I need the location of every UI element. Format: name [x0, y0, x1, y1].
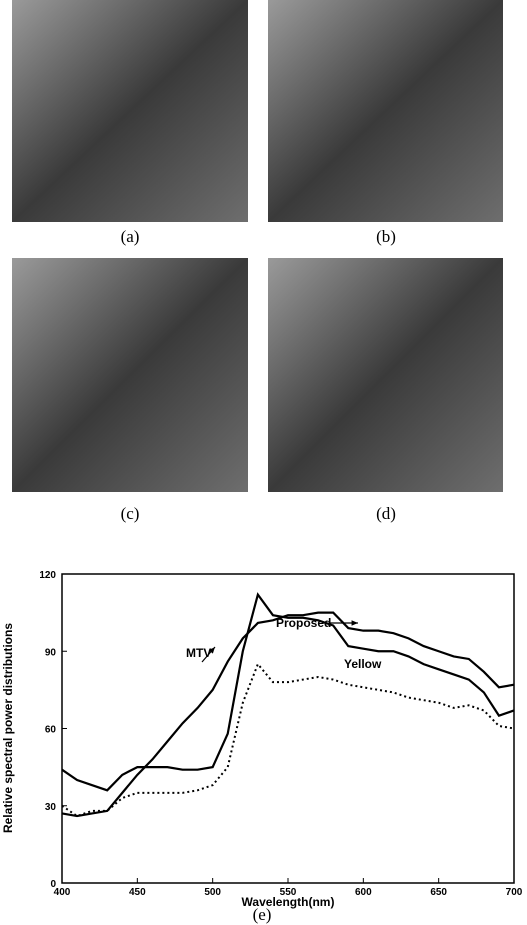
x-tick-label: 400 — [54, 887, 71, 898]
series-line — [62, 664, 514, 816]
photo-d — [268, 258, 503, 492]
caption: (a) — [121, 227, 140, 246]
series-label: Yellow — [344, 657, 382, 671]
series-line — [62, 613, 514, 816]
x-tick-label: 700 — [506, 887, 523, 898]
arrow-head — [352, 620, 358, 625]
series-label: MTV — [186, 646, 211, 660]
y-tick-label: 120 — [39, 570, 56, 581]
x-tick-label: 550 — [280, 887, 297, 898]
photo-b — [268, 0, 503, 222]
caption: (b) — [376, 227, 396, 246]
photo-a — [12, 0, 248, 222]
x-tick-label: 500 — [204, 887, 221, 898]
caption: (d) — [376, 504, 396, 523]
y-axis-label: Relative spectral power distributions — [1, 623, 15, 833]
series-label: Proposed — [276, 616, 331, 630]
y-tick-label: 0 — [50, 879, 56, 890]
photo-c — [12, 258, 248, 492]
y-tick-label: 90 — [45, 647, 57, 658]
x-tick-label: 600 — [355, 887, 372, 898]
x-tick-label: 450 — [129, 887, 146, 898]
y-tick-label: 60 — [45, 725, 57, 736]
y-tick-label: 30 — [45, 802, 57, 813]
caption: (c) — [121, 504, 140, 523]
x-tick-label: 650 — [430, 887, 447, 898]
figure: (a) (b) (c) (d) (e) Wavelength(nm) Relat… — [0, 0, 527, 925]
